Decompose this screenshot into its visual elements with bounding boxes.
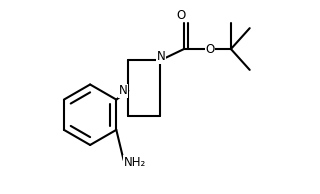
Text: N: N [119, 84, 127, 97]
Text: O: O [176, 9, 186, 22]
Text: O: O [205, 42, 215, 55]
Text: NH₂: NH₂ [124, 156, 146, 169]
Text: N: N [157, 50, 165, 63]
